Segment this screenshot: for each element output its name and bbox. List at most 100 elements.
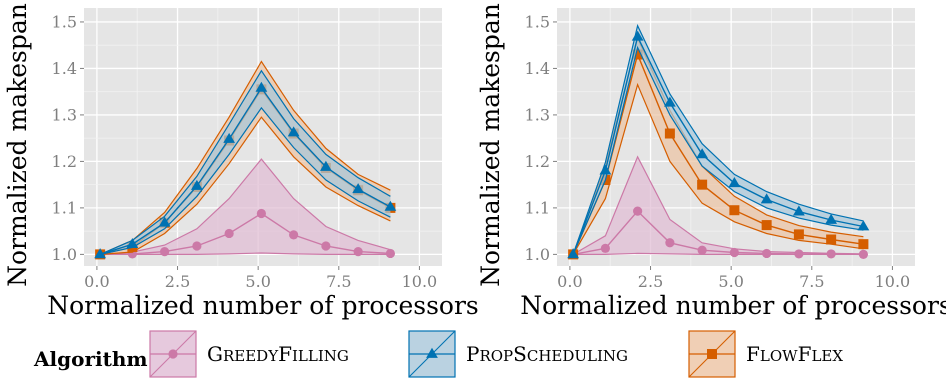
data-point xyxy=(664,128,675,139)
y-tick-label: 1.1 xyxy=(525,198,550,217)
legend-key xyxy=(149,330,197,378)
x-tick-label: 5.0 xyxy=(718,272,743,291)
confidence-band xyxy=(573,38,864,255)
series-propscheduling xyxy=(94,69,397,259)
data-point xyxy=(697,245,707,255)
band-lower-line xyxy=(572,82,864,255)
data-point xyxy=(255,81,268,92)
y-tick-label: 1.1 xyxy=(52,198,77,217)
band-lower-line xyxy=(100,252,391,255)
y-tick-label: 1.0 xyxy=(52,245,77,264)
confidence-band xyxy=(573,156,864,255)
x-tick-label: 2.5 xyxy=(638,272,663,291)
data-point xyxy=(761,220,772,231)
data-point xyxy=(223,132,236,143)
data-point xyxy=(857,220,870,231)
confidence-band xyxy=(100,70,391,255)
data-point xyxy=(600,243,610,253)
y-tick-label: 1.5 xyxy=(52,12,77,31)
band-upper-line xyxy=(99,60,391,255)
legend-key xyxy=(408,330,456,378)
data-point xyxy=(697,179,708,190)
y-tick-label: 1.4 xyxy=(525,59,550,78)
confidence-band xyxy=(100,159,391,255)
band-upper-line xyxy=(572,155,864,255)
x-tick-label: 0.0 xyxy=(84,272,109,291)
series-line xyxy=(100,212,391,256)
data-point xyxy=(826,249,836,259)
series-line xyxy=(572,210,864,256)
data-point xyxy=(696,148,709,159)
data-point xyxy=(320,160,332,171)
y-tick-label: 1.0 xyxy=(525,245,550,264)
data-point xyxy=(567,248,580,259)
data-point xyxy=(632,49,643,60)
data-point xyxy=(729,205,740,216)
legend-title: Algorithm xyxy=(33,347,148,371)
data-point xyxy=(158,216,171,227)
y-axis-label: Normalized makespan xyxy=(476,3,505,287)
right-chart-panel: 0.0 2.5 5.0 7.5 10.0 1.0 1.1 1.2 1.3 1.4 1.5 Normal… xyxy=(476,3,946,320)
y-tick-label: 1.4 xyxy=(52,59,77,78)
y-tick-label: 1.2 xyxy=(52,152,77,171)
data-point xyxy=(352,183,365,194)
y-tick-label: 1.2 xyxy=(525,152,550,171)
band-lower-line xyxy=(99,106,391,255)
y-axis-label: Normalized makespan xyxy=(3,3,32,287)
data-point xyxy=(160,246,170,257)
data-point xyxy=(858,239,869,250)
data-point xyxy=(633,206,643,216)
band-lower-line xyxy=(100,116,391,255)
data-point xyxy=(321,241,331,251)
legend-marker-square xyxy=(707,349,717,359)
band-upper-line xyxy=(100,158,391,255)
series-flowflex xyxy=(568,36,869,260)
series-line xyxy=(99,86,391,256)
x-tick-label: 5.0 xyxy=(245,272,270,291)
data-point xyxy=(728,177,741,188)
data-point xyxy=(760,193,773,204)
data-point xyxy=(190,179,203,190)
legend-label: PROPSCHEDULING xyxy=(466,342,628,366)
data-point xyxy=(256,208,266,219)
data-point xyxy=(858,249,868,259)
band-upper-line xyxy=(572,23,864,255)
series-line xyxy=(572,52,864,255)
data-point xyxy=(631,30,644,41)
x-tick-label: 10.0 xyxy=(402,272,438,291)
data-point xyxy=(126,237,139,248)
left-chart-panel: 0.0 2.5 5.0 7.5 10.0 1.0 1.1 1.2 1.3 1.4 1.5 Normal… xyxy=(3,3,479,320)
legend-marker-circle xyxy=(168,349,178,359)
legend-marker-triangle xyxy=(426,347,438,358)
band-upper-line xyxy=(99,69,391,255)
y-tick-label: 1.3 xyxy=(52,105,77,124)
x-axis-label: Normalized number of processors xyxy=(47,291,479,320)
x-tick-label: 7.5 xyxy=(326,272,351,291)
data-point xyxy=(762,248,772,259)
legend-item-flowflex: FLOWFLEX xyxy=(688,330,843,378)
data-point xyxy=(94,248,107,259)
data-point xyxy=(825,213,838,224)
data-point xyxy=(663,96,676,107)
x-tick-label: 0.0 xyxy=(557,272,582,291)
data-point xyxy=(289,230,299,240)
data-point xyxy=(729,247,739,258)
series-greedyfilling xyxy=(95,158,395,259)
data-point xyxy=(793,205,805,216)
data-point xyxy=(353,246,363,257)
legend-key xyxy=(688,330,736,378)
data-point xyxy=(287,126,300,137)
legend-label: FLOWFLEX xyxy=(746,342,843,366)
data-point xyxy=(192,241,202,251)
data-point xyxy=(599,164,612,175)
legend-item-propscheduling: PROPSCHEDULING xyxy=(408,330,628,378)
legend-item-greedyfilling: GREEDYFILLING xyxy=(149,330,349,378)
data-point xyxy=(794,249,804,259)
x-axis-label: Normalized number of processors xyxy=(520,291,946,320)
series-greedyfilling xyxy=(568,155,868,259)
series-propscheduling xyxy=(567,23,870,259)
x-tick-label: 10.0 xyxy=(875,272,911,291)
y-tick-label: 1.3 xyxy=(525,105,550,124)
series-line xyxy=(572,34,864,255)
